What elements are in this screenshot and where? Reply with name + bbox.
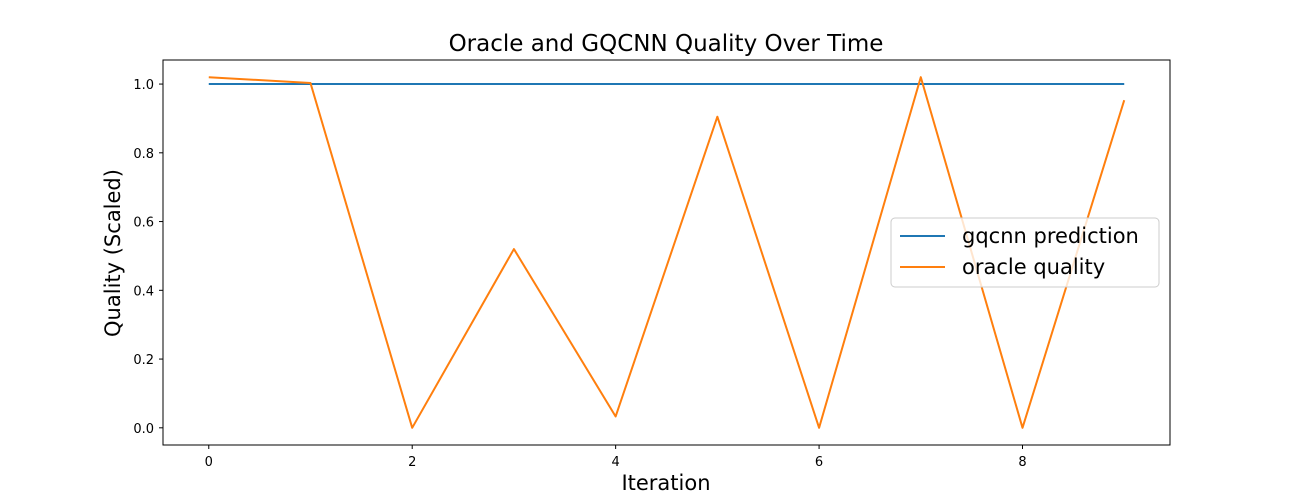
x-axis-label: Iteration bbox=[621, 471, 710, 495]
chart-title: Oracle and GQCNN Quality Over Time bbox=[449, 31, 884, 57]
y-tick-label: 0.2 bbox=[133, 353, 154, 368]
y-axis: 0.0 0.2 0.4 0.6 0.8 1.0 bbox=[133, 78, 163, 437]
legend: gqcnn prediction oracle quality bbox=[890, 217, 1160, 288]
x-tick-label: 0 bbox=[205, 455, 213, 470]
y-tick-label: 1.0 bbox=[133, 78, 154, 93]
y-tick-label: 0.8 bbox=[133, 147, 154, 162]
plot-frame bbox=[162, 59, 1171, 446]
x-axis: 0 2 4 6 8 bbox=[205, 445, 1027, 470]
y-axis-label: Quality (Scaled) bbox=[101, 169, 125, 337]
x-tick-label: 2 bbox=[408, 455, 416, 470]
legend-label: gqcnn prediction bbox=[962, 224, 1139, 248]
x-tick-label: 4 bbox=[612, 455, 620, 470]
y-tick-label: 0.6 bbox=[133, 216, 154, 231]
legend-box bbox=[890, 217, 1160, 288]
legend-label: oracle quality bbox=[962, 255, 1105, 279]
y-tick-label: 0.4 bbox=[133, 284, 154, 299]
x-tick-label: 6 bbox=[815, 455, 823, 470]
x-tick-label: 8 bbox=[1018, 455, 1026, 470]
y-tick-label: 0.0 bbox=[133, 422, 154, 437]
